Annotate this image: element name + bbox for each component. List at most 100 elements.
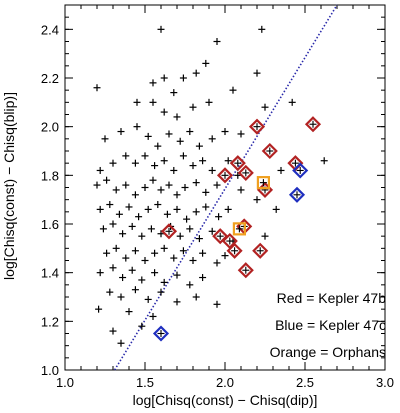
marker-diamond bbox=[152, 325, 170, 342]
data-point-diamond bbox=[261, 142, 278, 160]
data-point-plus bbox=[192, 208, 200, 216]
data-point-plus bbox=[101, 135, 109, 143]
x-tick-label: 3.0 bbox=[376, 375, 394, 390]
data-point-plus bbox=[221, 128, 229, 136]
data-point-plus bbox=[154, 201, 162, 209]
data-point-plus bbox=[229, 86, 237, 94]
data-point-plus bbox=[195, 235, 203, 243]
data-point-plus bbox=[106, 201, 114, 209]
data-point-plus bbox=[117, 293, 125, 301]
data-point-plus bbox=[179, 74, 187, 82]
data-point-plus bbox=[215, 213, 223, 221]
data-point-plus bbox=[128, 266, 136, 274]
legend-item-orphans: Orange = Orphans bbox=[270, 344, 386, 360]
data-point-plus bbox=[173, 271, 181, 279]
data-point-plus bbox=[189, 103, 197, 111]
plot-border bbox=[64, 4, 386, 371]
data-point-plus bbox=[170, 254, 178, 262]
data-point-diamond bbox=[160, 223, 178, 240]
y-tick-label: 1.4 bbox=[41, 266, 59, 281]
x-tick-label: 1.0 bbox=[56, 375, 74, 390]
data-point-plus bbox=[141, 184, 149, 191]
data-point-plus bbox=[157, 25, 165, 33]
y-tick-label: 2.0 bbox=[41, 120, 59, 135]
data-points bbox=[93, 25, 328, 347]
reference-line bbox=[113, 4, 338, 371]
data-point-plus bbox=[224, 205, 232, 213]
marker-diamond bbox=[304, 116, 322, 133]
data-point-plus bbox=[202, 188, 210, 196]
data-point-plus bbox=[99, 225, 107, 233]
data-point-plus bbox=[173, 113, 181, 121]
data-point-plus bbox=[96, 269, 104, 277]
marker-diamond bbox=[288, 186, 306, 203]
data-point-plus bbox=[133, 123, 141, 131]
data-point-plus bbox=[195, 142, 203, 150]
marker-diamond bbox=[292, 162, 309, 179]
data-point-plus bbox=[109, 327, 117, 335]
data-point-plus bbox=[109, 159, 117, 167]
data-point-diamond bbox=[252, 242, 269, 259]
data-point-plus bbox=[103, 249, 111, 257]
data-point-plus bbox=[151, 249, 159, 257]
data-point-plus bbox=[109, 220, 117, 228]
data-point-plus bbox=[157, 230, 165, 238]
data-point-plus bbox=[189, 257, 197, 264]
data-point-plus bbox=[96, 166, 104, 174]
y-axis-title: log[Chisq(const) − Chisq(blip)] bbox=[1, 92, 17, 280]
data-point-plus bbox=[160, 74, 168, 82]
data-point-plus bbox=[93, 84, 101, 92]
data-point-plus bbox=[199, 249, 207, 257]
data-point-plus bbox=[122, 254, 130, 262]
data-point-plus bbox=[186, 281, 194, 289]
data-point-plus bbox=[138, 232, 146, 240]
data-point-plus bbox=[109, 264, 117, 272]
data-point-plus bbox=[138, 322, 146, 330]
data-point-plus bbox=[288, 98, 296, 106]
data-point-plus bbox=[122, 181, 130, 189]
data-point-plus bbox=[93, 181, 101, 189]
marker-diamond bbox=[237, 164, 254, 181]
data-point-plus bbox=[192, 69, 200, 77]
data-point-plus bbox=[160, 278, 168, 286]
data-point-plus bbox=[149, 176, 157, 184]
data-point-plus bbox=[173, 191, 181, 199]
data-point-square bbox=[232, 222, 246, 236]
data-point-plus bbox=[112, 186, 120, 194]
data-point-plus bbox=[224, 157, 232, 165]
data-point-plus bbox=[151, 269, 159, 277]
data-point-plus bbox=[160, 244, 168, 252]
data-point-plus bbox=[96, 205, 104, 213]
data-point-plus bbox=[234, 171, 242, 179]
data-point-plus bbox=[141, 152, 149, 160]
marker-diamond bbox=[248, 118, 266, 135]
legend-item-kepler-47c: Blue = Kepler 47c bbox=[275, 317, 386, 333]
data-point-plus bbox=[320, 157, 328, 165]
data-point-plus bbox=[183, 215, 191, 223]
reference-dotted-line bbox=[113, 4, 338, 371]
data-point-plus bbox=[170, 89, 178, 97]
x-tick-label: 2.5 bbox=[296, 375, 314, 390]
marker-diamond bbox=[226, 242, 243, 259]
data-point-plus bbox=[213, 38, 221, 45]
data-point-plus bbox=[160, 157, 168, 165]
data-point-diamond bbox=[237, 262, 254, 279]
data-point-plus bbox=[141, 257, 149, 264]
data-point-plus bbox=[165, 130, 173, 138]
data-point-plus bbox=[179, 247, 187, 255]
y-tick-label: 2.2 bbox=[41, 71, 59, 86]
data-point-plus bbox=[135, 213, 143, 221]
data-point-plus bbox=[149, 98, 157, 106]
data-point-plus bbox=[213, 300, 221, 308]
data-point-plus bbox=[131, 286, 139, 294]
data-point-plus bbox=[202, 59, 210, 67]
data-point-plus bbox=[103, 176, 111, 184]
axis-ticks: 1.0 1.5 2.0 2.5 3.0 1.0 1.2 1.4 1.6 1.8 2.0 2.2 2.4 bbox=[41, 4, 394, 390]
y-tick-label: 2.4 bbox=[41, 22, 59, 37]
x-axis-title: log[Chisq(const) − Chisq(dip)] bbox=[133, 392, 318, 408]
marker-diamond bbox=[261, 142, 278, 160]
data-point-plus bbox=[192, 179, 200, 187]
marker-square bbox=[232, 222, 246, 236]
data-point-plus bbox=[258, 25, 266, 33]
